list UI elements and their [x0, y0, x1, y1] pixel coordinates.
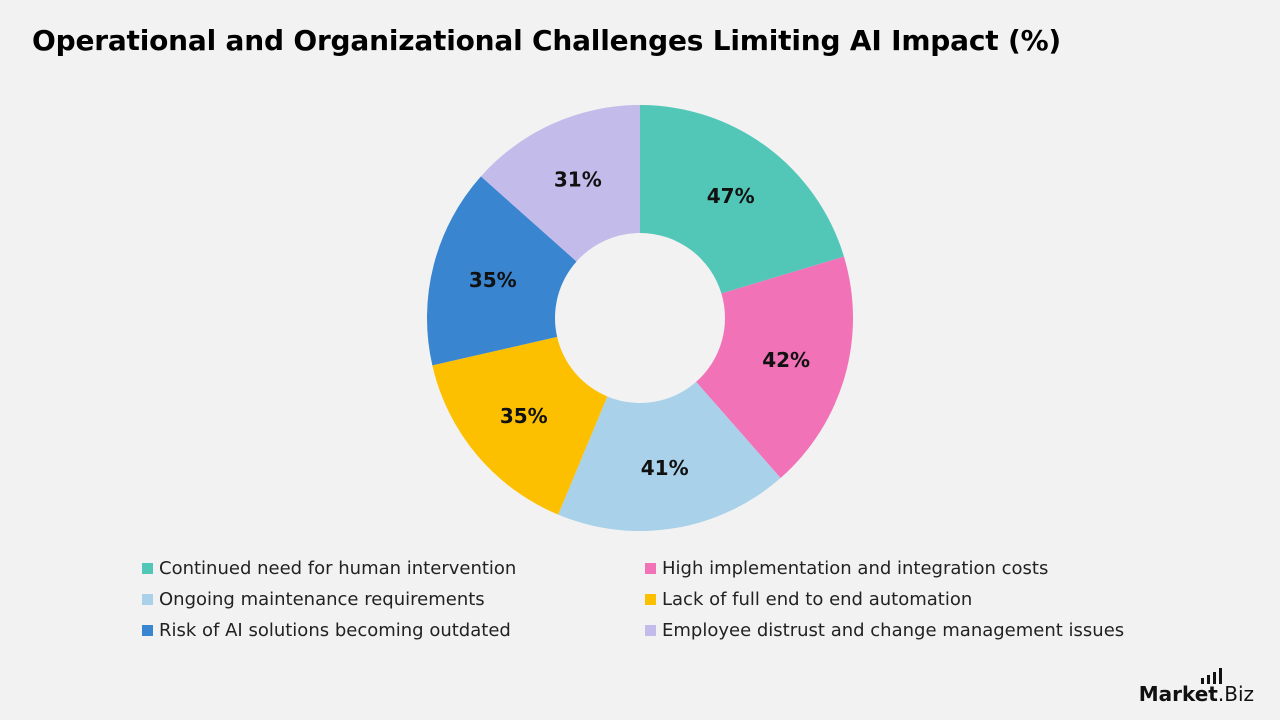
legend-item: Employee distrust and change management …: [645, 618, 1165, 643]
legend-swatch: [142, 625, 153, 636]
signal-bars-icon: [1200, 668, 1222, 684]
brand-logo: Market .Biz: [1138, 668, 1254, 706]
legend-label: Continued need for human intervention: [159, 558, 517, 579]
legend-item: Continued need for human intervention: [142, 556, 645, 581]
legend-swatch: [645, 625, 656, 636]
legend-item: High implementation and integration cost…: [645, 556, 1165, 581]
legend-label: High implementation and integration cost…: [662, 558, 1049, 579]
legend-label: Ongoing maintenance requirements: [159, 589, 485, 610]
slice-value-label: 35%: [469, 268, 517, 292]
legend-label: Risk of AI solutions becoming outdated: [159, 620, 511, 641]
donut-slice: [640, 105, 844, 294]
donut-slice: [427, 176, 577, 366]
logo-text-suffix: .Biz: [1217, 682, 1254, 706]
legend-swatch: [142, 594, 153, 605]
donut-slice: [558, 381, 781, 531]
donut-slice: [480, 105, 640, 262]
legend-swatch: [645, 563, 656, 574]
legend-swatch: [142, 563, 153, 574]
slice-value-label: 31%: [554, 167, 602, 191]
legend-swatch: [645, 594, 656, 605]
slice-value-label: 47%: [707, 184, 755, 208]
donut-slice: [696, 256, 853, 479]
legend-item: Ongoing maintenance requirements: [142, 587, 645, 612]
legend-label: Employee distrust and change management …: [662, 620, 1125, 641]
chart-title: Operational and Organizational Challenge…: [32, 24, 1062, 57]
slice-value-label: 35%: [500, 404, 548, 428]
logo-text-main: Market: [1138, 682, 1218, 706]
legend-label: Lack of full end to end automation: [662, 589, 973, 610]
legend-item: Lack of full end to end automation: [645, 587, 1165, 612]
chart-legend: Continued need for human intervention Hig…: [142, 556, 1182, 643]
legend-item: Risk of AI solutions becoming outdated: [142, 618, 645, 643]
donut-slice: [432, 336, 608, 515]
slice-value-label: 41%: [641, 456, 689, 480]
slice-value-label: 42%: [762, 348, 810, 372]
